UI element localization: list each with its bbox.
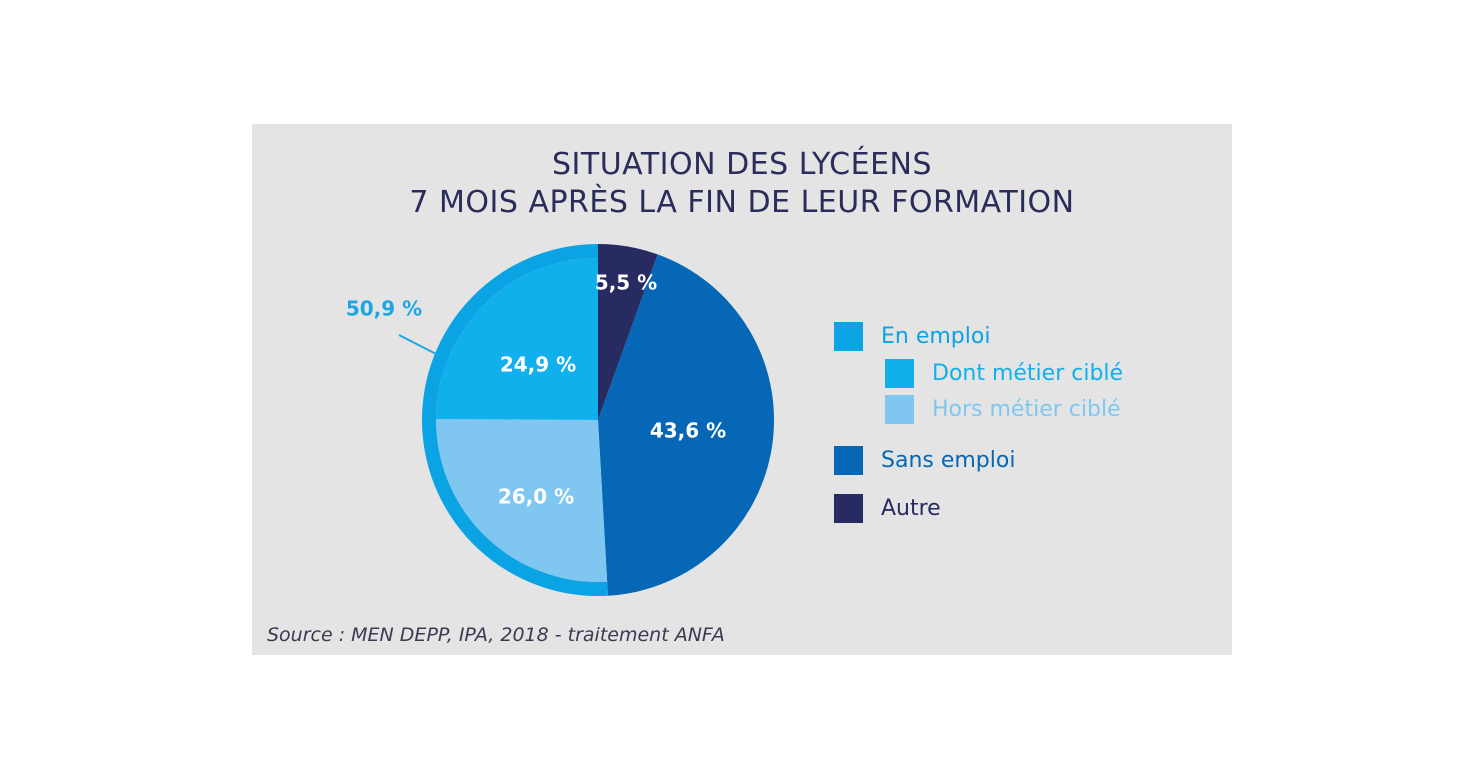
- group-label-en-emploi: 50,9 %: [346, 297, 422, 321]
- pie-slice-dont-metier-cible: [436, 258, 598, 420]
- data-label-dont-metier-cible: 24,9 %: [500, 353, 576, 377]
- chart-title-line-1: SITUATION DES LYCÉENS: [551, 147, 933, 182]
- data-label-autre: 5,5 %: [595, 271, 657, 295]
- pie-chart: 5,5 % 43,6 % 26,0 % 24,9 % 50,9 %: [346, 244, 774, 596]
- data-label-sans-emploi: 43,6 %: [650, 419, 726, 443]
- group-callout-line: [398, 334, 441, 357]
- chart-title-line-2: 7 MOIS APRÈS LA FIN DE LEUR FORMATION: [409, 185, 1075, 220]
- chart-title: SITUATION DES LYCÉENS 7 MOIS APRÈS LA FI…: [252, 146, 1232, 222]
- data-label-hors-metier-cible: 26,0 %: [498, 485, 574, 509]
- chart-panel: SITUATION DES LYCÉENS 7 MOIS APRÈS LA FI…: [252, 124, 1232, 655]
- pie-slice-sans-emploi: [598, 254, 774, 596]
- pie-slice-hors-metier-cible: [435, 418, 608, 582]
- pie-slice-autre: [598, 244, 658, 420]
- source-note: Source : MEN DEPP, IPA, 2018 - traitemen…: [267, 624, 725, 646]
